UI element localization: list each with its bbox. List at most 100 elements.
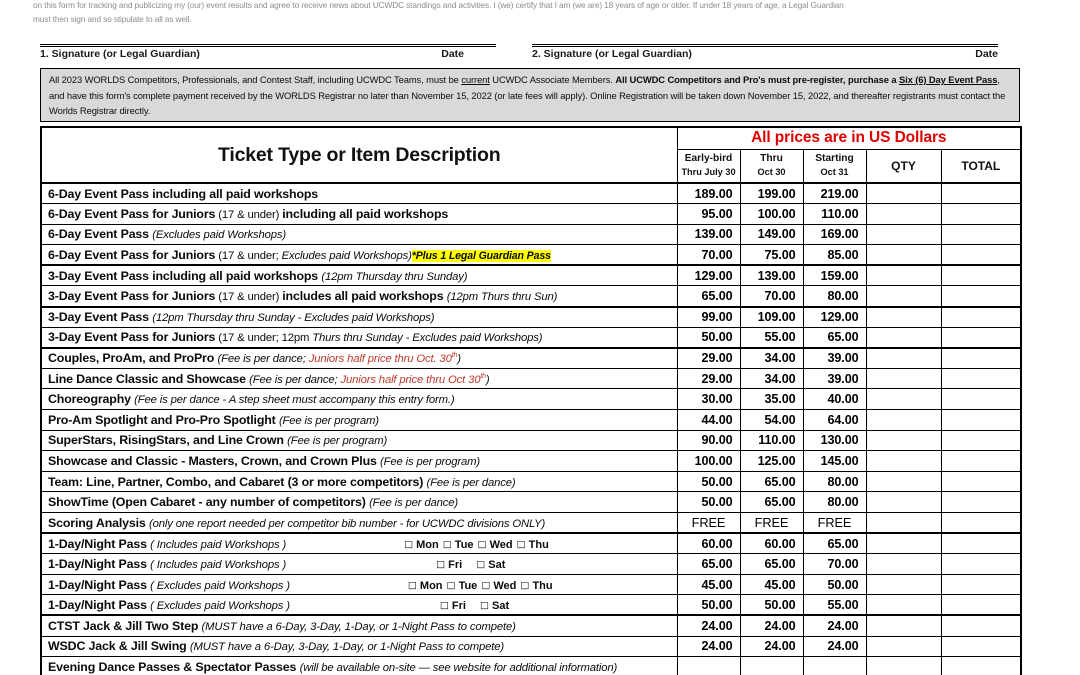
- row-qty-input[interactable]: [865, 388, 942, 411]
- row-qty-input[interactable]: [865, 470, 942, 493]
- row-qty-input[interactable]: [865, 491, 942, 513]
- row-total-input[interactable]: [940, 429, 1023, 452]
- header-price-col-2: Starting Oct 31: [802, 148, 867, 184]
- checkbox-box-icon[interactable]: □: [479, 599, 489, 611]
- signature-label-2: 2. Signature (or Legal Guardian): [532, 48, 692, 60]
- checkbox-box-icon[interactable]: □: [446, 579, 456, 591]
- row-qty-input[interactable]: [865, 223, 942, 246]
- row-price-col-1: 45.00: [739, 573, 804, 596]
- table-row: 3-Day Event Pass (12pm Thursday thru Sun…: [40, 305, 1023, 328]
- row-qty-input[interactable]: [865, 573, 942, 596]
- row-desc-bold: Couples, ProAm, and ProPro: [48, 351, 218, 366]
- row-total-input[interactable]: [940, 264, 1023, 287]
- checkbox-wed[interactable]: □ Wed: [478, 539, 513, 551]
- row-desc-italic: ( Includes paid Workshops ): [150, 558, 287, 571]
- row-qty-input[interactable]: [865, 656, 942, 675]
- row-total-input[interactable]: [940, 614, 1023, 637]
- row-qty-input[interactable]: [865, 532, 942, 555]
- checkbox-box-icon[interactable]: □: [436, 558, 446, 570]
- checkbox-tue[interactable]: □ Tue: [443, 539, 474, 551]
- row-qty-input[interactable]: [865, 594, 942, 616]
- table-row: Showcase and Classic - Masters, Crown, a…: [40, 450, 1023, 472]
- row-total-input[interactable]: [940, 594, 1023, 616]
- checkbox-mon[interactable]: □ Mon: [408, 580, 443, 592]
- checkbox-box-icon[interactable]: □: [477, 538, 487, 550]
- row-description: Showcase and Classic - Masters, Crown, a…: [40, 450, 678, 472]
- row-desc-bold: 3-Day Event Pass: [48, 310, 153, 325]
- row-total-input[interactable]: [940, 326, 1023, 349]
- checkbox-thu[interactable]: □ Thu: [520, 580, 552, 592]
- row-qty-input[interactable]: [865, 203, 942, 225]
- row-price-col-0: 24.00: [676, 614, 741, 637]
- row-qty-input[interactable]: [865, 367, 942, 390]
- row-total-input[interactable]: [940, 512, 1023, 534]
- checkbox-sat[interactable]: □ Sat: [476, 559, 505, 571]
- notice-text-3: , and have this form's complete payment …: [49, 74, 1006, 117]
- row-desc-after: ): [485, 373, 490, 386]
- checkbox-box-icon[interactable]: □: [442, 538, 452, 550]
- row-qty-input[interactable]: [865, 244, 942, 266]
- checkbox-sat[interactable]: □ Sat: [480, 600, 509, 612]
- checkbox-label: Mon: [416, 538, 439, 551]
- checkbox-box-icon[interactable]: □: [404, 538, 414, 550]
- row-total-input[interactable]: [940, 635, 1023, 658]
- row-qty-input[interactable]: [865, 614, 942, 637]
- row-qty-input[interactable]: [865, 553, 942, 575]
- row-qty-input[interactable]: [865, 409, 942, 431]
- row-qty-input[interactable]: [865, 635, 942, 658]
- notice-text-1: All 2023 WORLDS Competitors, Professiona…: [49, 74, 462, 85]
- row-qty-input[interactable]: [865, 182, 942, 205]
- row-qty-input[interactable]: [865, 429, 942, 452]
- row-qty-input[interactable]: [865, 450, 942, 472]
- row-desc-italic: (only one report needed per competitor b…: [148, 517, 546, 530]
- row-qty-input[interactable]: [865, 285, 942, 308]
- checkbox-mon[interactable]: □ Mon: [404, 539, 439, 551]
- header-price-col-2-line1: Starting: [815, 153, 854, 165]
- row-price-col-1: 34.00: [739, 346, 804, 369]
- row-qty-input[interactable]: [865, 305, 942, 328]
- row-total-input[interactable]: [940, 470, 1023, 493]
- checkbox-box-icon[interactable]: □: [520, 579, 530, 591]
- row-total-input[interactable]: [940, 182, 1023, 205]
- row-qty-input[interactable]: [865, 512, 942, 534]
- row-total-input[interactable]: [940, 367, 1023, 390]
- row-total-input[interactable]: [940, 409, 1023, 431]
- signature-block-1[interactable]: 1. Signature (or Legal Guardian) Date: [40, 44, 496, 66]
- row-total-input[interactable]: [940, 388, 1023, 411]
- checkbox-thu[interactable]: □ Thu: [517, 539, 549, 551]
- checkbox-box-icon[interactable]: □: [476, 558, 486, 570]
- row-qty-input[interactable]: [865, 326, 942, 349]
- header-currency-banner: All prices are in US Dollars: [676, 126, 1023, 150]
- checkbox-tue[interactable]: □ Tue: [447, 580, 478, 592]
- row-total-input[interactable]: [940, 532, 1023, 555]
- row-total-input[interactable]: [940, 285, 1023, 308]
- checkbox-box-icon[interactable]: □: [481, 579, 491, 591]
- row-total-input[interactable]: [940, 223, 1023, 246]
- checkbox-wed[interactable]: □ Wed: [481, 580, 516, 592]
- row-total-input[interactable]: [940, 573, 1023, 596]
- signature-date-label-1: Date: [441, 48, 464, 60]
- checkbox-box-icon[interactable]: □: [516, 538, 526, 550]
- row-total-input[interactable]: [940, 203, 1023, 225]
- checkbox-box-icon[interactable]: □: [439, 599, 449, 611]
- row-total-input[interactable]: [940, 244, 1023, 266]
- row-qty-input[interactable]: [865, 346, 942, 369]
- row-desc-italic: (Fee is per program): [380, 456, 481, 469]
- header-price-col-0-line2: Thru July 30: [681, 166, 736, 177]
- checkbox-box-icon[interactable]: □: [407, 579, 417, 591]
- row-total-input[interactable]: [940, 450, 1023, 472]
- row-desc-italic: (Fee is per program): [278, 414, 379, 427]
- row-total-input[interactable]: [940, 491, 1023, 513]
- row-qty-input[interactable]: [865, 264, 942, 287]
- row-total-input[interactable]: [940, 656, 1023, 675]
- row-total-input[interactable]: [940, 305, 1023, 328]
- notice-bold-1: All UCWDC Competitors and Pro's must pre…: [615, 74, 899, 85]
- row-total-input[interactable]: [940, 553, 1023, 575]
- checkbox-fri[interactable]: □ Fri: [436, 559, 462, 571]
- row-description: Evening Dance Passes & Spectator Passes …: [40, 656, 678, 675]
- checkbox-fri[interactable]: □ Fri: [440, 600, 466, 612]
- signature-block-2[interactable]: 2. Signature (or Legal Guardian) Date: [532, 44, 998, 66]
- row-total-input[interactable]: [940, 346, 1023, 369]
- table-row: Evening Dance Passes & Spectator Passes …: [40, 656, 1023, 675]
